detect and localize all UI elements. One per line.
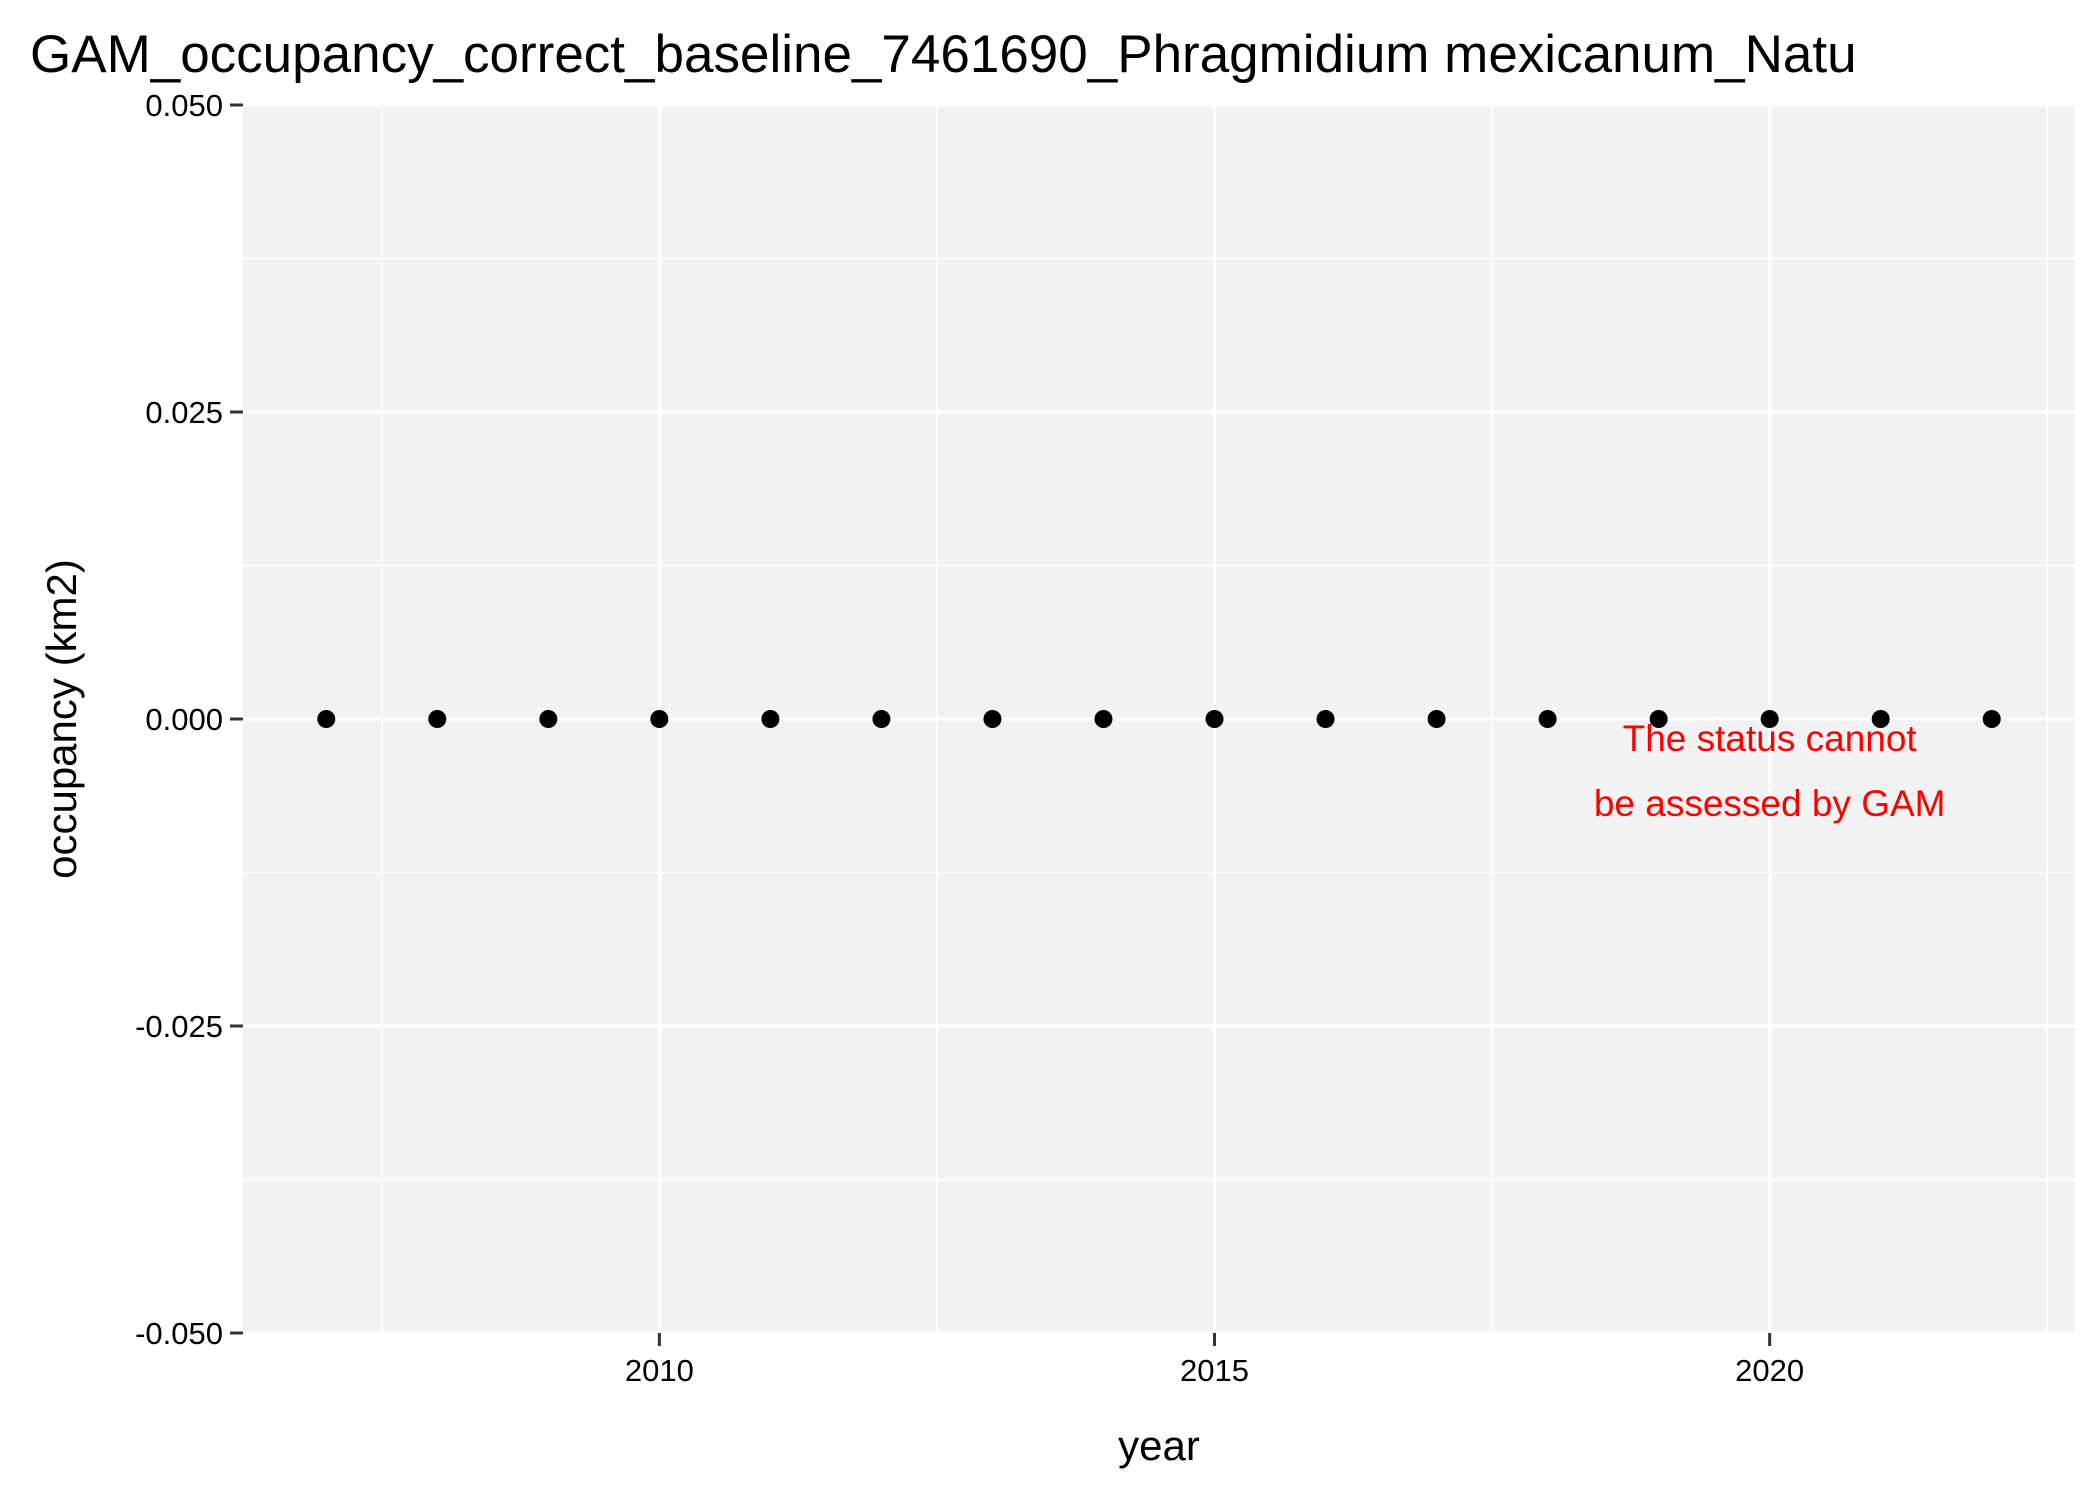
- x-tick-label: 2010: [625, 1353, 694, 1388]
- x-tick-label: 2020: [1735, 1353, 1804, 1388]
- y-tick-label: 0.050: [145, 88, 223, 123]
- x-axis-title: year: [1118, 1422, 1200, 1469]
- chart-title: GAM_occupancy_correct_baseline_7461690_P…: [30, 25, 1857, 84]
- data-point: [761, 710, 780, 728]
- data-point: [539, 710, 558, 728]
- y-axis: -0.050 -0.025 0.000 0.025 0.050: [135, 88, 243, 1351]
- y-tick-label: -0.025: [135, 1009, 223, 1044]
- data-point: [872, 710, 891, 728]
- y-tick-label: -0.050: [135, 1316, 223, 1351]
- data-point: [1205, 710, 1224, 728]
- y-tick-label: 0.025: [145, 395, 223, 430]
- annotation-line-2: be assessed by GAM: [1594, 783, 1946, 824]
- x-axis: 2010 2015 2020: [625, 1333, 1804, 1388]
- data-point: [1649, 710, 1668, 728]
- data-point: [428, 710, 447, 728]
- data-point: [1427, 710, 1446, 728]
- x-tick-label: 2015: [1180, 1353, 1249, 1388]
- data-point: [983, 710, 1002, 728]
- data-point: [1760, 710, 1779, 728]
- y-tick-label: 0.000: [145, 702, 223, 737]
- data-point: [1538, 710, 1557, 728]
- data-point: [650, 710, 669, 728]
- data-point: [1316, 710, 1335, 728]
- data-point: [1871, 710, 1890, 728]
- annotation-line-1: The status cannot: [1623, 718, 1918, 759]
- data-point: [1982, 710, 2001, 728]
- data-point: [1094, 710, 1113, 728]
- data-point: [317, 710, 336, 728]
- data-points: [317, 710, 2001, 728]
- y-axis-title: occupancy (km2): [38, 559, 85, 879]
